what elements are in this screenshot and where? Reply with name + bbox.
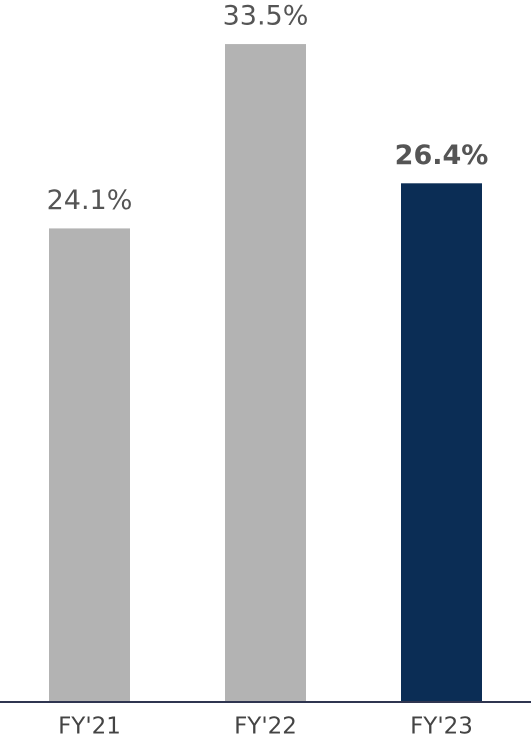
x-tick-label: FY'22 bbox=[234, 714, 297, 740]
value-label: 33.5% bbox=[223, 1, 309, 32]
bar bbox=[225, 44, 306, 701]
bar bbox=[401, 183, 482, 701]
bar bbox=[49, 228, 130, 702]
x-tick-label: FY'21 bbox=[58, 714, 121, 740]
x-tick-label: FY'23 bbox=[410, 714, 473, 740]
value-label: 24.1% bbox=[47, 185, 133, 216]
value-label: 26.4% bbox=[395, 140, 489, 171]
